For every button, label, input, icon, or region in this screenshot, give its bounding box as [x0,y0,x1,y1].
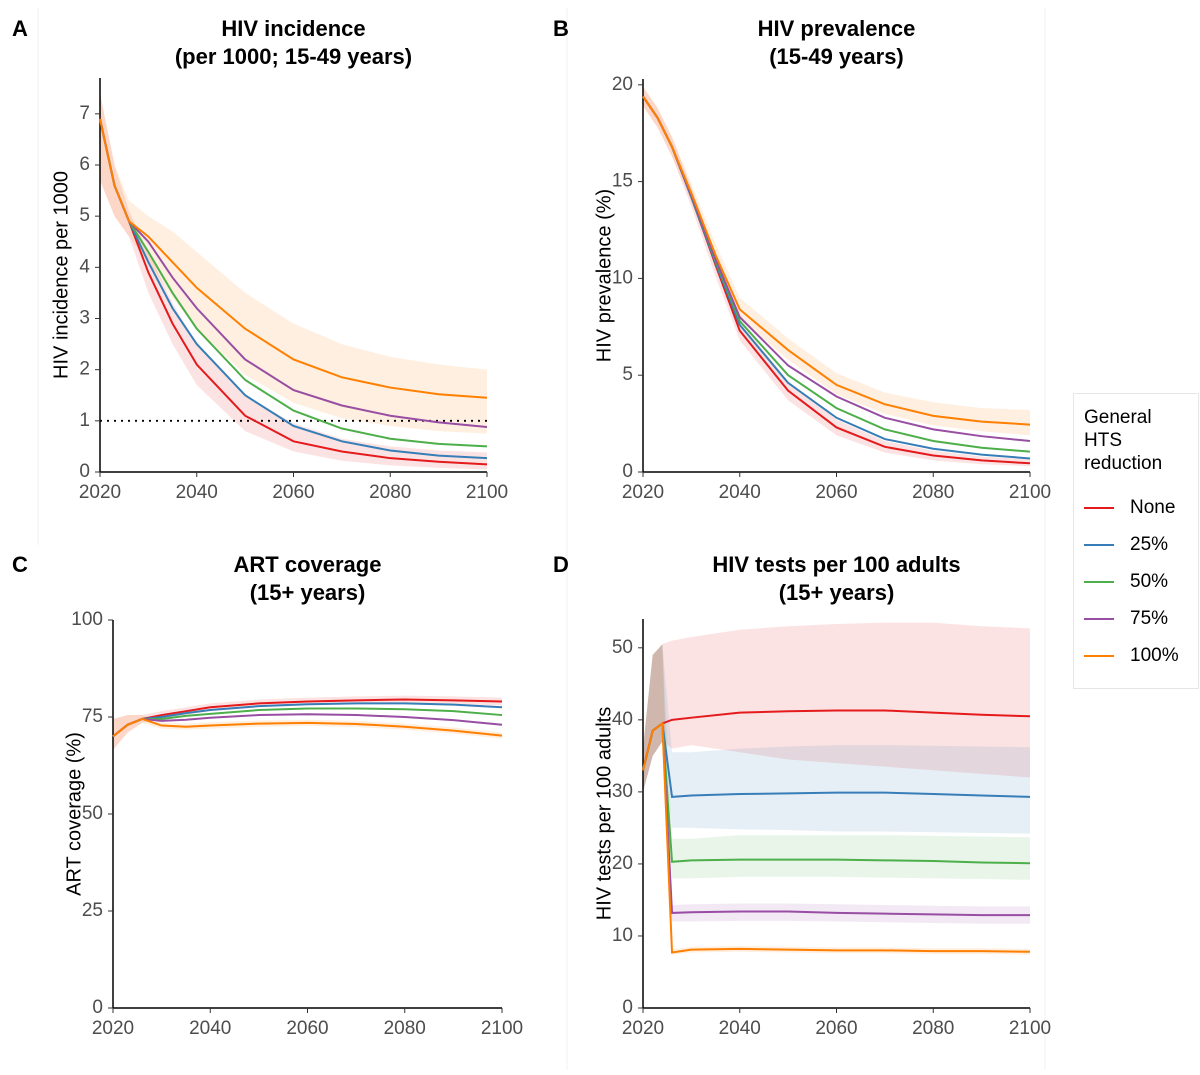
series-line [642,95,1031,453]
x-tick-label: 2100 [1009,482,1051,503]
x-tick-label: 2080 [384,1018,426,1039]
y-tick-label: 15 [612,171,633,192]
y-tick-label: 20 [612,74,633,95]
uncertainty-band [643,622,1030,792]
x-tick-label: 2080 [912,1018,954,1039]
y-tick-label: 100 [71,609,103,630]
series-line [642,95,1031,460]
legend-label: 50% [1130,570,1169,592]
series-line [642,721,1031,954]
y-tick-label: 4 [79,256,90,277]
legend-label: 25% [1130,533,1169,555]
legend-entry: 75% [1084,600,1188,637]
y-tick-label: 0 [92,997,103,1018]
x-tick-label: 2020 [622,1018,664,1039]
chart-title: ART coverage [234,552,382,577]
y-tick-label: 40 [612,709,633,730]
x-tick-label: 2040 [719,1018,761,1039]
x-tick-label: 2040 [719,482,761,503]
chart-subtitle: (15+ years) [250,580,366,605]
y-axis-label: HIV prevalence (%) [593,189,615,362]
x-tick-label: 2040 [176,482,218,503]
x-tick-label: 2060 [815,1018,857,1039]
x-tick-label: 2060 [815,482,857,503]
y-tick-label: 6 [79,154,90,175]
y-tick-label: 1 [79,410,90,431]
chart-subtitle: (per 1000; 15-49 years) [175,44,412,69]
y-tick-label: 10 [612,925,633,946]
legend-entry: 100% [1084,637,1188,674]
legend-swatch [1084,617,1114,620]
chart-title: HIV incidence [221,16,365,41]
chart-subtitle: (15-49 years) [769,44,904,69]
y-axis-label: HIV tests per 100 adults [593,707,615,920]
y-tick-label: 10 [612,267,633,288]
y-tick-label: 5 [622,364,633,385]
uncertainty-band [113,715,502,750]
legend-label: 75% [1130,607,1169,629]
y-tick-label: 30 [612,781,633,802]
x-tick-label: 2020 [92,1018,134,1039]
series-line [642,95,1031,426]
x-tick-label: 2020 [622,482,664,503]
legend-entry: 50% [1084,563,1188,600]
x-tick-label: 2080 [912,482,954,503]
x-tick-label: 2100 [1009,1018,1051,1039]
y-tick-label: 0 [622,997,633,1018]
panel-letter: D [553,552,569,577]
y-tick-label: 20 [612,853,633,874]
uncertainty-band [100,93,487,434]
uncertainty-band [100,93,487,470]
x-tick-label: 2060 [286,1018,328,1039]
legend-label: 100% [1130,644,1179,666]
y-tick-label: 0 [79,461,90,482]
legend-label: None [1130,496,1176,518]
y-tick-label: 25 [82,900,103,921]
x-tick-label: 2020 [79,482,121,503]
chart-title: HIV prevalence [758,16,916,41]
chart-subtitle: (15+ years) [779,580,895,605]
x-tick-label: 2100 [481,1018,523,1039]
x-tick-label: 2060 [272,482,314,503]
y-tick-label: 75 [82,706,103,727]
legend-swatch [1084,580,1114,583]
y-tick-label: 50 [612,637,633,658]
x-tick-label: 2100 [466,482,508,503]
x-tick-label: 2080 [369,482,411,503]
y-tick-label: 7 [79,103,90,124]
legend-swatch [1084,506,1114,509]
legend-entry: 25% [1084,526,1188,563]
uncertainty-band [643,86,1030,436]
legend-swatch [1084,543,1114,546]
x-tick-label: 2040 [189,1018,231,1039]
legend-entry: None [1084,489,1188,526]
y-tick-label: 50 [82,803,103,824]
y-axis-label: ART coverage (%) [63,732,85,896]
y-tick-label: 2 [79,359,90,380]
series-line [99,118,488,399]
y-tick-label: 3 [79,308,90,329]
legend-swatch [1084,654,1114,657]
legend-title: General HTS reduction [1084,407,1163,474]
y-axis-label: HIV incidence per 1000 [50,171,72,379]
panel-letter: C [12,552,28,577]
panel-letter: A [12,16,28,41]
chart-title: HIV tests per 100 adults [712,552,960,577]
uncertainty-band [643,644,1030,880]
series-line [112,717,503,738]
y-tick-label: 0 [622,461,633,482]
uncertainty-band [643,644,1030,834]
y-tick-label: 5 [79,205,90,226]
panel-letter: B [553,16,569,41]
legend: General HTS reduction None 25% 50% 75% 100% [1073,393,1199,689]
